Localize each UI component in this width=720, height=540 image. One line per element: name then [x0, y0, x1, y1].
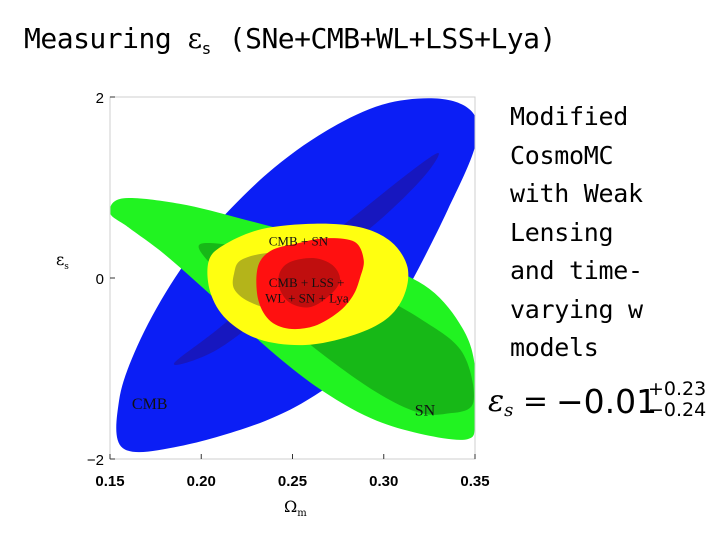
x-tick-label: 0.20 [187, 473, 216, 490]
x-tick-label: 0.30 [369, 473, 398, 490]
result-equals: = [522, 384, 549, 419]
title-datasets: (SNe+CMB+WL+LSS+Lya) [228, 22, 557, 55]
y-axis-label: εs [56, 250, 69, 272]
contour-cmb-lss-wl-sn-lya-68 [278, 257, 341, 308]
contour-layer [110, 98, 475, 453]
result-lhs: εs = [488, 384, 548, 421]
annotation-wl-sn-lya: WL + SN + Lya [265, 290, 349, 305]
annotation-layer: CMB SN CMB + SN CMB + LSS +WL + SN + Lya [132, 233, 436, 419]
result-value: −0.01 [556, 382, 658, 421]
y-tick-label: −2 [87, 452, 104, 469]
tick-layer: 0.15 0.20 0.25 0.30 0.35 2 0 −2 [87, 90, 490, 490]
slide-title: Measuring εs (SNe+CMB+WL+LSS+Lya) [24, 22, 556, 58]
side-note: Modified CosmoMC with Weak Lensing and t… [510, 102, 643, 362]
title-epsilon-symbol: ε [187, 22, 203, 55]
annotation-sn: SN [415, 403, 436, 420]
title-epsilon-subscript: s [201, 39, 212, 58]
x-axis-label: Ωm [284, 497, 307, 519]
result-epsilon-symbol: ε [488, 384, 505, 419]
x-tick-label: 0.15 [95, 473, 124, 490]
annotation-cmb: CMB [132, 396, 168, 413]
x-tick-label: 0.25 [278, 473, 307, 490]
annotation-cmb-lss: CMB + LSS + [269, 275, 345, 290]
x-tick-label: 0.35 [460, 473, 489, 490]
result-lower-error: −0.24 [648, 399, 707, 421]
annotation-cmb-sn: CMB + SN [269, 233, 329, 248]
result-epsilon-subscript: s [504, 400, 514, 421]
title-text: Measuring [24, 22, 172, 55]
y-tick-label: 2 [96, 90, 104, 107]
result-upper-error: +0.23 [648, 378, 707, 400]
result-equation: εs = −0.01 +0.23 −0.24 [488, 378, 713, 426]
y-tick-label: 0 [96, 271, 104, 288]
